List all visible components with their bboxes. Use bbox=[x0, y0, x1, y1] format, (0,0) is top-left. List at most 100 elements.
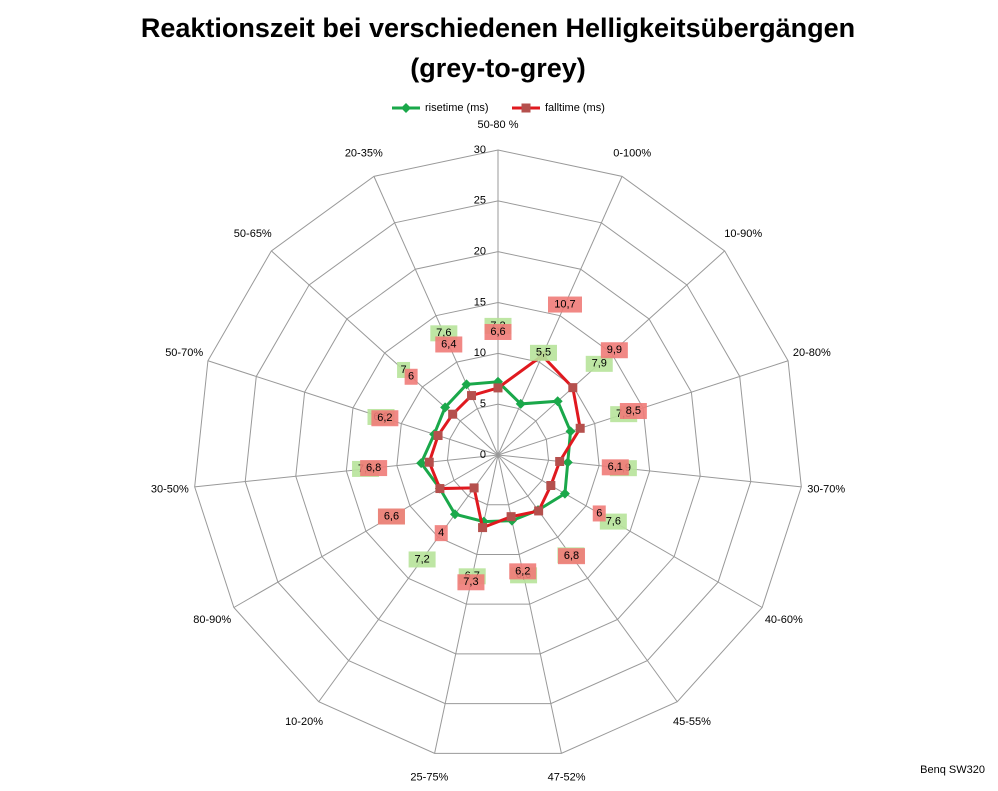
category-label: 10-20% bbox=[285, 716, 323, 728]
grid-ring bbox=[295, 251, 701, 655]
marker bbox=[416, 458, 427, 469]
data-label-bg bbox=[601, 459, 629, 476]
data-label: 7,9 bbox=[592, 358, 607, 370]
data-label-bg bbox=[509, 563, 537, 580]
data-label: 6 bbox=[596, 507, 602, 519]
data-label-bg bbox=[484, 323, 512, 340]
marker bbox=[559, 488, 570, 499]
source: Benq SW320 bbox=[920, 764, 985, 776]
data-label: 6,6 bbox=[384, 510, 399, 522]
data-label-bg bbox=[371, 410, 399, 427]
category-label: 10-90% bbox=[724, 228, 762, 240]
category-label: 47-52% bbox=[548, 772, 586, 784]
data-label-bg bbox=[404, 368, 418, 385]
grid-ring bbox=[396, 352, 600, 555]
grid-ring bbox=[244, 200, 752, 705]
legend-label: falltime (ms) bbox=[545, 102, 605, 114]
spoke bbox=[497, 454, 802, 488]
legend-label: risetime (ms) bbox=[425, 102, 489, 114]
series-line bbox=[427, 353, 582, 530]
data-label: 7,2 bbox=[414, 553, 429, 565]
spoke bbox=[233, 454, 499, 608]
data-label-bg bbox=[599, 513, 627, 530]
data-label-bg bbox=[529, 344, 557, 361]
category-label: 45-55% bbox=[673, 716, 711, 728]
data-label: 6,2 bbox=[515, 565, 530, 577]
r-tick-label: 20 bbox=[474, 246, 486, 258]
data-label-bg bbox=[360, 460, 388, 477]
data-label-bg bbox=[547, 296, 582, 313]
marker bbox=[534, 506, 544, 516]
data-label: 6,8 bbox=[366, 462, 381, 474]
r-tick-label: 25 bbox=[474, 195, 486, 207]
category-label: 50-70% bbox=[165, 347, 203, 359]
category-label: 30-50% bbox=[151, 483, 189, 495]
data-label: 9,9 bbox=[607, 344, 622, 356]
marker bbox=[565, 426, 576, 437]
data-label-bg bbox=[619, 403, 647, 420]
category-label: 40-60% bbox=[765, 614, 803, 626]
data-label: 8,5 bbox=[626, 405, 641, 417]
r-tick-label: 10 bbox=[474, 347, 486, 359]
marker bbox=[469, 483, 479, 493]
category-label: 25-75% bbox=[410, 772, 448, 784]
spoke bbox=[434, 454, 499, 754]
chart-subtitle: (grey-to-grey) bbox=[410, 53, 586, 83]
category-label: 50-80 % bbox=[478, 119, 519, 131]
marker bbox=[562, 457, 573, 468]
category-label: 20-80% bbox=[793, 347, 831, 359]
data-label-bg bbox=[408, 551, 436, 568]
marker bbox=[515, 398, 526, 409]
marker bbox=[448, 409, 458, 419]
spoke bbox=[207, 360, 499, 456]
marker bbox=[506, 512, 516, 522]
r-tick-label: 15 bbox=[474, 296, 486, 308]
legend-marker bbox=[521, 103, 531, 113]
grid-ring bbox=[446, 403, 550, 506]
marker bbox=[552, 396, 563, 407]
data-label-bg bbox=[377, 508, 405, 525]
r-tick-label: 0 bbox=[480, 449, 486, 461]
marker bbox=[478, 523, 488, 533]
data-label: 6,1 bbox=[608, 461, 623, 473]
data-label-bg bbox=[457, 574, 485, 591]
spoke bbox=[271, 250, 499, 456]
data-label-bg bbox=[585, 355, 613, 372]
marker bbox=[568, 383, 578, 393]
data-label: 6,4 bbox=[441, 338, 456, 350]
spoke bbox=[318, 454, 499, 703]
data-label: 6,8 bbox=[564, 550, 579, 562]
spoke bbox=[497, 176, 623, 456]
data-label: 7,6 bbox=[606, 515, 621, 527]
data-label: 5,5 bbox=[536, 347, 551, 359]
data-label: 7 bbox=[400, 364, 406, 376]
marker bbox=[435, 484, 445, 494]
marker bbox=[467, 391, 477, 401]
marker bbox=[575, 423, 585, 433]
spoke bbox=[497, 454, 678, 703]
r-tick-label: 30 bbox=[474, 144, 486, 156]
data-label-bg bbox=[600, 342, 628, 359]
marker bbox=[424, 457, 434, 467]
spoke bbox=[373, 176, 499, 456]
marker bbox=[433, 431, 443, 441]
data-label-bg bbox=[558, 548, 586, 565]
data-label: 6,6 bbox=[490, 326, 505, 338]
marker bbox=[440, 402, 451, 413]
category-label: 0-100% bbox=[613, 147, 651, 159]
category-label: 30-70% bbox=[807, 483, 845, 495]
data-label: 6,2 bbox=[377, 412, 392, 424]
data-label: 4 bbox=[438, 527, 444, 539]
spoke bbox=[497, 454, 562, 754]
data-label-bg bbox=[434, 525, 448, 542]
category-label: 50-65% bbox=[234, 228, 272, 240]
legend-marker bbox=[401, 103, 411, 113]
grid-ring bbox=[345, 301, 651, 605]
chart-title: Reaktionszeit bei verschiedenen Helligke… bbox=[141, 13, 855, 43]
marker bbox=[461, 379, 472, 390]
data-label: 6 bbox=[408, 371, 414, 383]
spoke bbox=[194, 454, 499, 488]
spoke bbox=[497, 454, 763, 608]
data-label: 10,7 bbox=[554, 298, 575, 310]
